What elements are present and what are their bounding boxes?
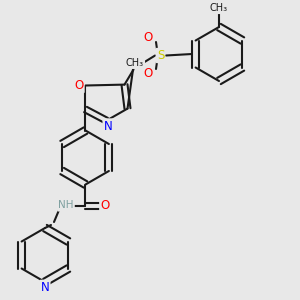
Text: N: N: [103, 119, 112, 133]
Text: O: O: [144, 31, 153, 44]
Text: N: N: [40, 281, 50, 294]
Text: NH: NH: [58, 200, 74, 211]
Text: CH₃: CH₃: [210, 3, 228, 13]
Text: S: S: [157, 49, 164, 62]
Text: O: O: [74, 79, 83, 92]
Text: CH₃: CH₃: [126, 58, 144, 68]
Text: O: O: [144, 67, 153, 80]
Text: O: O: [100, 199, 109, 212]
